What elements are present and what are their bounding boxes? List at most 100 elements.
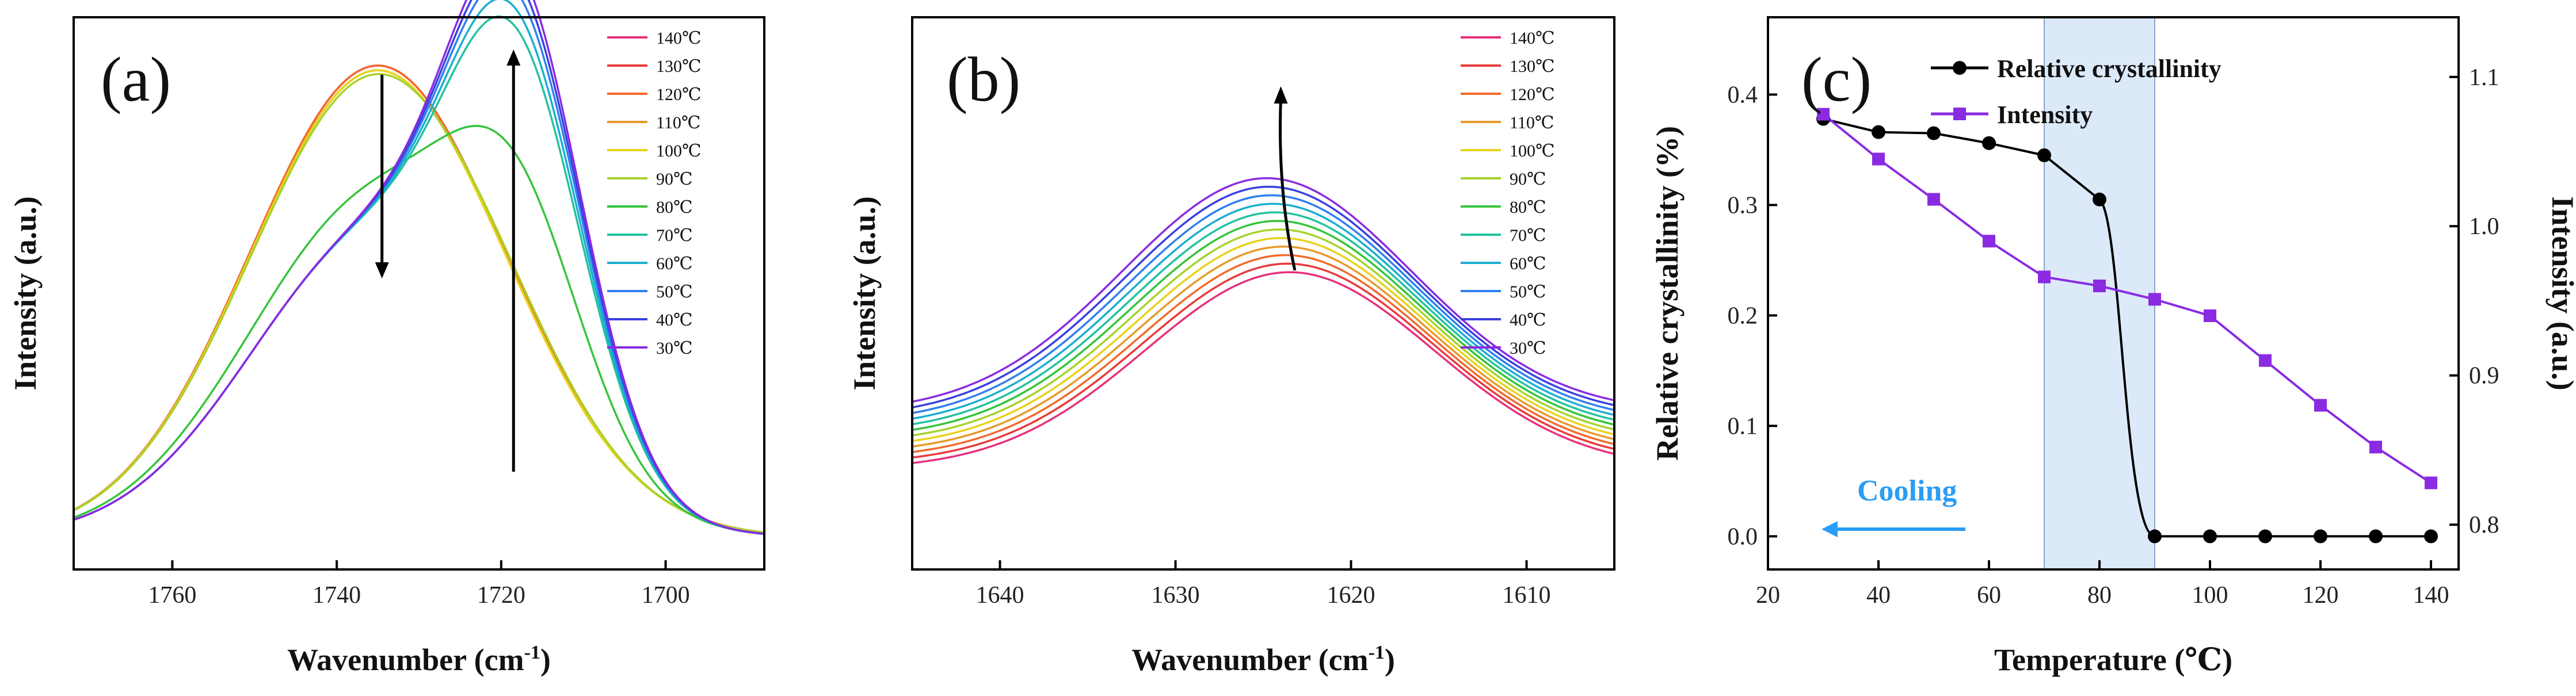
chart-a-arrow-up-head [506,49,521,66]
y2-tick-label: 0.8 [2469,512,2499,538]
chart-a-series-group [73,0,765,535]
chart-b-series-8 [912,211,1615,426]
x-tick-label: 1620 [1327,582,1375,609]
chart-c-intensity-point-12 [2425,476,2437,490]
chart-c-crystallinity-point-7 [2148,529,2162,544]
chart-c-crystallinity-point-8 [2203,529,2217,544]
chart-c-intensity-point-11 [2369,441,2382,454]
chart-a-y-axis-title: Intensity (a.u.) [8,196,43,391]
chart-a-arrows [375,49,521,472]
chart-c-crystallinity-point-5 [2037,148,2051,162]
chart-c-crystallinity-point-12 [2424,529,2438,544]
x-tick-label: 40 [1866,582,1891,609]
chart-a-x-ticks: 1760 1740 1720 1700 [148,560,690,609]
x-tick-label: 120 [2303,582,2339,609]
chart-b-canvas: 1640 1630 1620 1610 140℃ 130℃ 120℃ 110℃ 100℃ 90℃… [849,16,1615,677]
legend-label-intensity: Intensity [1997,101,2093,129]
chart-c-panel-label: (c) [1801,44,1872,114]
x-tick-label: 1740 [313,582,361,609]
chart-b-series-6 [912,228,1615,437]
chart-b-arrow-head [1274,86,1288,104]
chart-a-series-7 [73,125,765,535]
y-tick-label: 0.1 [1728,413,1758,439]
chart-c-intensity-point-2 [1872,152,1885,166]
chart-b-series-1 [912,271,1615,464]
chart-c-crystallinity-point-4 [1982,136,1996,150]
legend-label-7: 80℃ [656,198,693,217]
chart-b-x-axis-title: Wavenumber (cm-1) [1131,642,1395,677]
chart-c-series-group [1816,108,2438,544]
x-tick-label: 1640 [976,582,1024,609]
cooling-arrow-head [1822,521,1838,537]
chart-c-intensity-line [1822,113,2432,484]
x-tick-label: 1720 [477,582,525,609]
legend-label-12: 30℃ [656,339,693,358]
chart-b-legend: 140℃ 130℃ 120℃ 110℃ 100℃ 90℃ 80℃ 70℃ 60℃ 50℃ 40℃ 30… [1461,29,1555,358]
chart-b-x-ticks: 1640 1630 1620 1610 [976,560,1551,609]
chart-c-cooling-annotation: Cooling [1822,475,1965,537]
chart-b-frame [911,16,1615,571]
y-tick-label: 0.4 [1728,82,1758,108]
legend-label-8: 70℃ [656,226,693,245]
chart-b-series-3 [912,254,1615,453]
chart-b-arrows [1274,86,1297,271]
x-tick-label: 80 [2087,582,2112,609]
chart-c-crystallinity-point-10 [2314,529,2327,544]
x-tick-label: 140 [2413,582,2449,609]
chart-c-canvas: 20 40 60 80 100 120 140 0.0 0.1 0.2 0.3 0.4 0.8 0.9 1.… [1655,16,2576,677]
legend-label-9: 60℃ [656,254,693,273]
chart-b-arrow-shaft [1278,97,1297,271]
chart-c-y2-axis-title: Intensity (a.u.) [2545,196,2576,391]
chart-b-series-11 [912,185,1615,408]
chart-a-arrow-down-head [375,262,389,278]
panel-c: 20 40 60 80 100 120 140 0.0 0.1 0.2 0.3 0.4 0.8 0.9 1.… [1655,0,2576,696]
chart-b-series-group [912,177,1615,464]
legend-label-3: 120℃ [1510,85,1555,104]
legend-label-7: 80℃ [1510,198,1546,217]
legend-label-5: 100℃ [656,142,702,160]
chart-a-legend: 140℃ 130℃ 120℃ 110℃ 100℃ 90℃ 80℃ 70℃ 60℃ 50℃ 40℃ 30… [607,29,702,358]
cooling-label: Cooling [1857,475,1957,507]
chart-c-crystallinity-point-3 [1927,126,1941,140]
chart-c-frame [1767,16,2460,571]
x-tick-label: 20 [1756,582,1780,609]
legend-label-12: 30℃ [1510,339,1546,358]
y2-tick-label: 1.0 [2469,213,2499,240]
legend-label-8: 70℃ [1510,226,1546,245]
chart-c-crystallinity-point-2 [1872,125,1885,139]
legend-label-10: 50℃ [1510,282,1546,301]
chart-c-intensity-point-9 [2259,354,2272,367]
panel-a: 1760 1740 1720 1700 140℃ 130℃ 120℃ 110℃ 100℃ 90℃… [0,0,774,696]
legend-label-4: 110℃ [656,113,700,132]
x-tick-label: 1630 [1152,582,1200,609]
legend-label-6: 90℃ [656,170,693,189]
legend-label-2: 130℃ [1510,57,1555,76]
chart-b-series-7 [912,220,1615,431]
chart-c-crystallinity-point-6 [2093,192,2106,206]
chart-a-x-axis-title: Wavenumber (cm-1) [287,642,551,677]
chart-a-panel-label: (a) [101,44,171,114]
panel-b: 1640 1630 1620 1610 140℃ 130℃ 120℃ 110℃ 100℃ 90℃… [849,0,1623,696]
legend-label-2: 130℃ [656,57,702,76]
legend-label-crystallinity: Relative crystallinity [1997,55,2221,83]
chart-a-series-12 [73,0,765,535]
chart-c-crystallinity-point-9 [2258,529,2272,544]
legend-label-11: 40℃ [1510,311,1546,330]
y2-tick-label: 0.9 [2469,363,2499,389]
x-tick-label: 1700 [642,582,690,609]
chart-b-series-2 [912,262,1615,459]
x-tick-label: 60 [1977,582,2001,609]
chart-c-ticks: 20 40 60 80 100 120 140 0.0 0.1 0.2 0.3 0.4 0.8 0.9 1.… [1728,64,2499,609]
chart-b-y-axis-title: Intensity (a.u.) [849,196,882,391]
chart-c-intensity-point-10 [2314,399,2327,412]
chart-c-intensity-point-8 [2204,309,2216,322]
legend-label-6: 90℃ [1510,170,1546,189]
legend-label-5: 100℃ [1510,142,1555,160]
x-tick-label: 1760 [148,582,196,609]
chart-c-shaded-region [2044,17,2155,570]
chart-b-series-5 [912,237,1615,442]
chart-c-intensity-point-6 [2093,280,2106,293]
chart-c-y-axis-title: Relative crystallinity (%) [1655,126,1685,461]
legend-label-11: 40℃ [656,311,693,330]
chart-b-series-4 [912,245,1615,448]
